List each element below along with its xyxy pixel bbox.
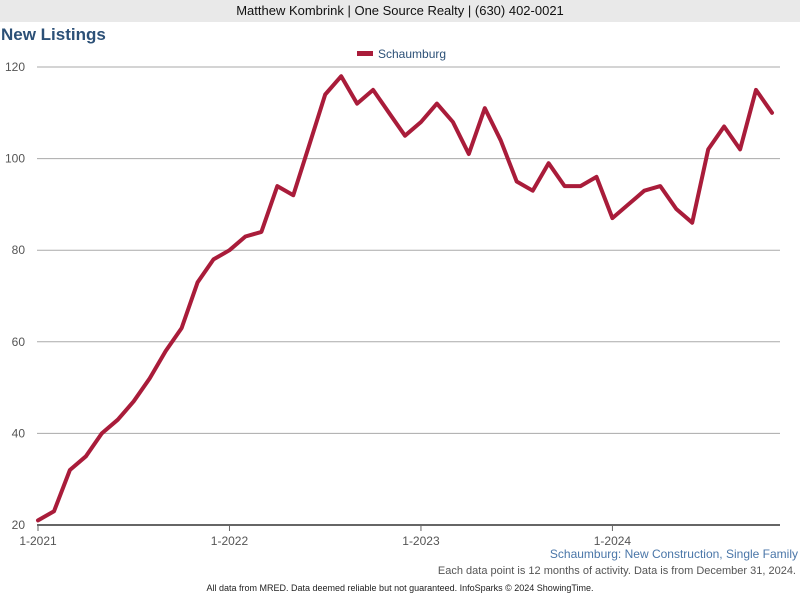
x-tick-label-1-2021: 1-2021 bbox=[19, 534, 57, 545]
data-point bbox=[371, 88, 375, 92]
data-point bbox=[212, 257, 216, 261]
data-point bbox=[706, 147, 710, 151]
data-point bbox=[196, 280, 200, 284]
data-point bbox=[579, 184, 583, 188]
data-point bbox=[387, 111, 391, 115]
data-point bbox=[339, 74, 343, 78]
data-point bbox=[531, 189, 535, 193]
line-chart: 20 40 60 80 100 120 1-2021 1-2022 1-2023 1-2024 Sc… bbox=[5, 47, 780, 545]
data-point bbox=[164, 349, 168, 353]
data-point bbox=[323, 92, 327, 96]
data-point bbox=[36, 518, 40, 522]
series-line-schaumburg bbox=[36, 74, 774, 523]
data-point bbox=[690, 221, 694, 225]
data-point bbox=[419, 120, 423, 124]
data-point bbox=[243, 234, 247, 238]
data-point bbox=[642, 189, 646, 193]
data-point bbox=[770, 111, 774, 115]
y-tick-label-60: 60 bbox=[12, 335, 26, 349]
y-tick-label-80: 80 bbox=[12, 243, 26, 257]
data-point bbox=[658, 184, 662, 188]
data-point bbox=[738, 147, 742, 151]
data-point bbox=[116, 418, 120, 422]
data-point bbox=[291, 193, 295, 197]
data-point bbox=[403, 134, 407, 138]
y-tick-label-120: 120 bbox=[5, 60, 25, 74]
data-point bbox=[610, 216, 614, 220]
data-point bbox=[563, 184, 567, 188]
data-point bbox=[451, 120, 455, 124]
x-tick-label-1-2023: 1-2023 bbox=[402, 534, 440, 545]
data-point bbox=[84, 454, 88, 458]
data-point bbox=[148, 376, 152, 380]
legend-label: Schaumburg bbox=[378, 47, 446, 61]
data-point bbox=[467, 152, 471, 156]
data-point bbox=[547, 161, 551, 165]
data-point bbox=[626, 202, 630, 206]
agent-header-bar: Matthew Kombrink | One Source Realty | (… bbox=[0, 0, 800, 22]
x-tick-label-1-2024: 1-2024 bbox=[594, 534, 632, 545]
data-point bbox=[515, 180, 519, 184]
y-tick-label-20: 20 bbox=[12, 518, 26, 532]
data-point bbox=[227, 248, 231, 252]
chart-title: New Listings bbox=[1, 25, 106, 44]
data-point bbox=[594, 175, 598, 179]
data-point bbox=[355, 102, 359, 106]
data-point bbox=[132, 399, 136, 403]
chart-subtitle: Schaumburg: New Construction, Single Fam… bbox=[549, 547, 798, 561]
data-point bbox=[100, 431, 104, 435]
data-point bbox=[483, 106, 487, 110]
data-point bbox=[722, 125, 726, 129]
data-point bbox=[674, 207, 678, 211]
data-point bbox=[499, 138, 503, 142]
data-point bbox=[435, 102, 439, 106]
activity-note: Each data point is 12 months of activity… bbox=[437, 565, 796, 577]
footer-disclaimer: All data from MRED. Data deemed reliable… bbox=[206, 583, 594, 593]
data-point bbox=[180, 326, 184, 330]
data-point bbox=[68, 468, 72, 472]
data-point bbox=[275, 184, 279, 188]
x-tick-label-1-2022: 1-2022 bbox=[211, 534, 249, 545]
data-point bbox=[307, 143, 311, 147]
data-point bbox=[259, 230, 263, 234]
y-tick-label-100: 100 bbox=[5, 152, 25, 166]
legend-swatch bbox=[357, 51, 373, 56]
y-tick-label-40: 40 bbox=[12, 426, 26, 440]
data-point bbox=[52, 509, 56, 513]
data-point bbox=[754, 88, 758, 92]
